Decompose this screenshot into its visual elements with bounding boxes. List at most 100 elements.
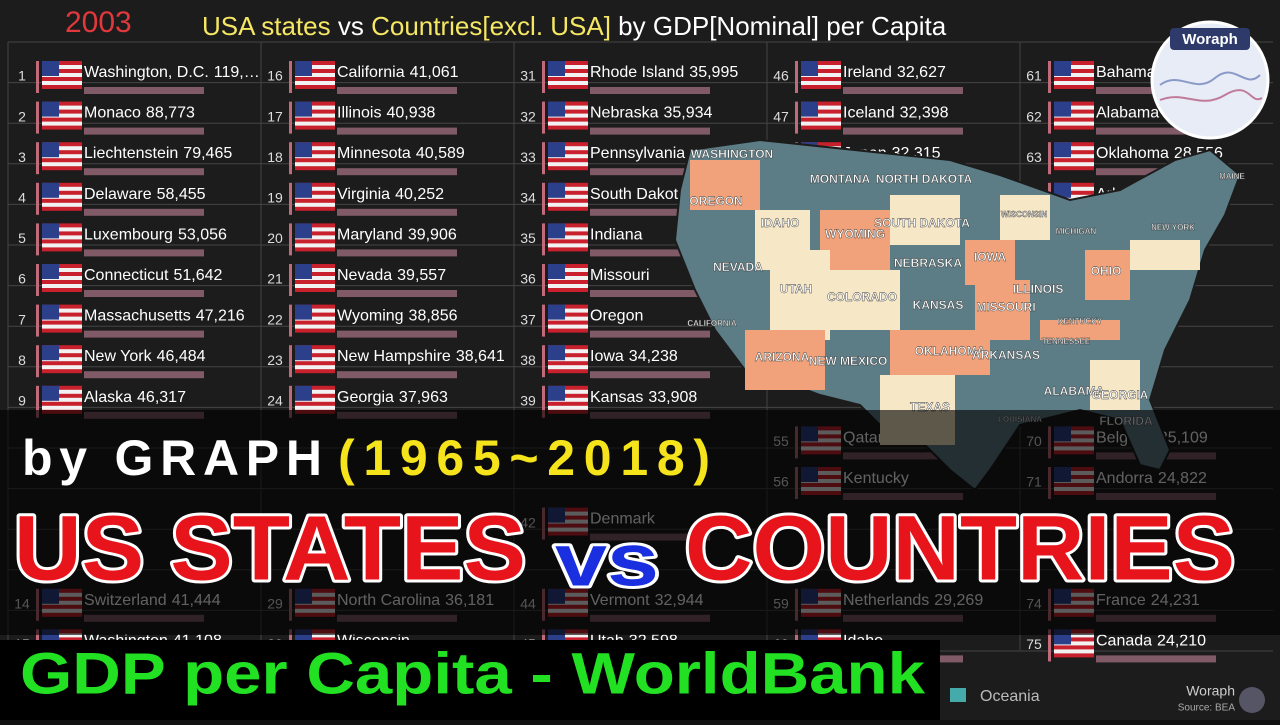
entry-name: Liechtenstein — [84, 145, 178, 162]
entry-name: New York — [84, 348, 153, 365]
entry-text: Massachusetts 47,216 — [84, 308, 245, 325]
table-row: 46 Ireland 32,627 — [773, 61, 963, 94]
rank: 62 — [1026, 108, 1042, 124]
flag-stripe — [42, 633, 82, 638]
rank: 24 — [267, 393, 283, 409]
rank: 47 — [773, 108, 789, 124]
map-label: OHIO — [1091, 264, 1122, 278]
entry-text: Washington, D.C. 119,… — [84, 64, 260, 81]
flag-stripe — [295, 405, 335, 410]
flag-stripe — [548, 397, 588, 402]
table-row: 33 Pennsylvania — [520, 142, 710, 176]
logo-plate — [1170, 28, 1250, 50]
table-row: 18 Minnesota 40,589 — [267, 142, 465, 176]
flag-stripe — [42, 365, 82, 370]
rank: 75 — [1026, 636, 1042, 652]
entry-name: Wyoming — [337, 308, 404, 325]
flag-stripe — [295, 284, 335, 288]
entry-bar — [84, 371, 204, 379]
row-accent — [542, 182, 545, 215]
entry-bar — [84, 290, 204, 297]
entry-bar — [84, 127, 204, 135]
flag-stripe — [548, 121, 588, 126]
flag-stripe — [295, 389, 335, 394]
map-state — [890, 330, 990, 375]
flag-canton — [801, 101, 818, 117]
rank: 35 — [520, 230, 536, 246]
flag-stripe — [42, 235, 82, 240]
flag-stripe — [295, 194, 335, 199]
flag-stripe — [42, 113, 82, 118]
rank: 22 — [267, 311, 283, 327]
flag-stripe — [548, 73, 588, 77]
entry-text: Georgia 37,963 — [337, 389, 448, 406]
entry-value: 53,056 — [178, 227, 227, 244]
table-row: 1 Washington, D.C. 119,… — [18, 61, 260, 94]
flag-stripe — [295, 81, 335, 85]
entry-value: 58,455 — [157, 186, 206, 203]
flag-stripe — [42, 243, 82, 248]
flag-stripe — [1054, 162, 1094, 167]
entry-name: Indiana — [590, 227, 643, 244]
rank: 31 — [520, 68, 536, 84]
flag-stripe — [1054, 649, 1094, 654]
entry-bar — [337, 127, 457, 135]
entry-name: Delaware — [84, 186, 152, 203]
map-label: IOWA — [974, 250, 1006, 264]
flag-stripe — [42, 105, 82, 110]
flag-stripe — [42, 65, 82, 69]
entry-bar — [590, 371, 710, 379]
rank: 2 — [18, 108, 26, 124]
entry-text: Nebraska 35,934 — [590, 105, 713, 122]
entry-value: 40,589 — [416, 145, 465, 162]
rank: 20 — [267, 230, 283, 246]
flag-stripe — [295, 227, 335, 232]
entry-name: Minnesota — [337, 145, 411, 162]
flag-canton — [295, 385, 312, 401]
rank: 21 — [267, 271, 283, 287]
row-accent — [36, 264, 39, 296]
row-accent — [36, 142, 39, 175]
map-label: MICHIGAN — [1056, 227, 1097, 236]
flag-stripe — [548, 105, 588, 110]
entry-value: 38,856 — [409, 308, 458, 325]
flag-stripe — [801, 113, 841, 118]
entry-name: Illinois — [337, 105, 381, 122]
entry-value: 32,627 — [897, 64, 946, 81]
overlay-line1: by GRAPH — [22, 430, 322, 486]
flag-stripe — [42, 349, 82, 354]
entry-value: 34,238 — [629, 348, 678, 365]
entry-value: 40,252 — [395, 186, 444, 203]
map-state — [770, 250, 830, 340]
flag-canton — [295, 345, 312, 361]
flag-stripe — [42, 186, 82, 191]
overlay-left: US STATES — [14, 497, 526, 599]
table-row: 20 Maryland 39,906 — [267, 223, 457, 257]
entry-name: Monaco — [84, 105, 141, 122]
row-accent — [36, 223, 39, 256]
flag-stripe — [1054, 633, 1094, 638]
flag-stripe — [548, 389, 588, 394]
entry-text: California 41,061 — [337, 64, 459, 81]
entry-value: 39,557 — [397, 267, 446, 284]
map-label: IDAHO — [761, 216, 800, 230]
flag-canton — [1054, 101, 1071, 117]
flag-stripe — [1054, 121, 1094, 126]
flag-stripe — [1054, 73, 1094, 77]
row-accent — [289, 223, 292, 256]
flag-canton — [548, 264, 565, 279]
row-accent — [542, 223, 545, 256]
entry-bar — [84, 87, 204, 94]
logo-line — [1159, 89, 1263, 102]
map-label: ARIZONA — [755, 350, 810, 364]
flag-canton — [42, 61, 59, 76]
flag-stripe — [42, 389, 82, 394]
legend-text: Oceania — [980, 688, 1040, 705]
flag-stripe — [295, 268, 335, 272]
entry-name: Alabama — [1096, 105, 1159, 122]
title: USA states vs Countries[excl. USA] by GD… — [202, 11, 947, 41]
table-row: 62 Alabama — [1026, 101, 1216, 135]
map-label: NEBRASKA — [894, 256, 962, 270]
flag-canton — [548, 142, 565, 158]
